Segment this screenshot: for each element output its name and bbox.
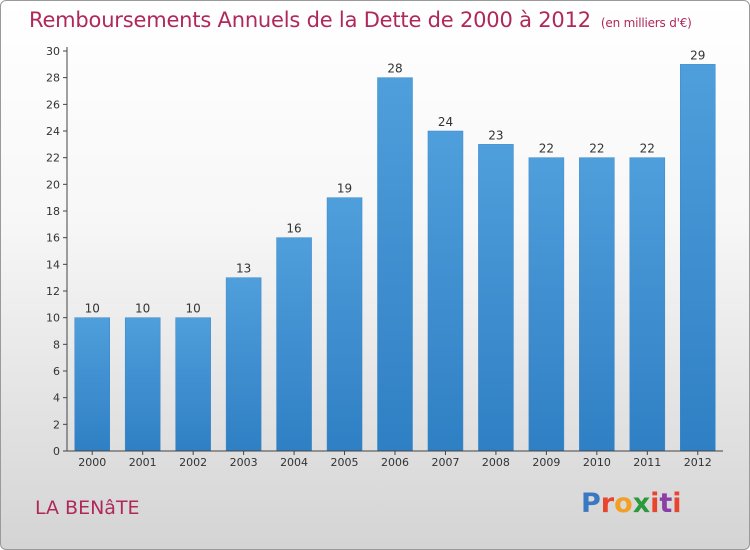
logo-letter: o <box>614 488 633 519</box>
x-tick-label: 2003 <box>230 456 258 469</box>
x-tick-label: 2001 <box>129 456 157 469</box>
proxiti-logo: Proxiti <box>581 488 682 519</box>
x-tick-label: 2011 <box>633 456 661 469</box>
logo-letter: t <box>659 488 673 519</box>
x-tick-label: 2012 <box>684 456 712 469</box>
y-tick-label: 18 <box>46 205 60 218</box>
x-tick-label: 2000 <box>78 456 106 469</box>
y-tick-label: 6 <box>53 365 60 378</box>
y-tick-label: 16 <box>46 232 60 245</box>
y-tick-label: 26 <box>46 98 60 111</box>
x-tick-label: 2004 <box>280 456 308 469</box>
data-label: 23 <box>488 128 503 142</box>
data-label: 24 <box>438 115 453 129</box>
bar <box>579 157 615 452</box>
x-tick-label: 2009 <box>532 456 560 469</box>
bar <box>74 317 110 452</box>
bar <box>377 77 413 452</box>
y-tick-label: 20 <box>46 178 60 191</box>
x-tick-label: 2008 <box>482 456 510 469</box>
data-label: 19 <box>337 182 352 196</box>
data-label: 28 <box>387 62 402 76</box>
y-tick-label: 12 <box>46 285 60 298</box>
data-label: 10 <box>135 302 150 316</box>
bar <box>124 317 161 452</box>
bar <box>225 277 262 452</box>
data-label: 13 <box>236 262 251 276</box>
data-label: 16 <box>286 222 301 236</box>
y-tick-label: 24 <box>46 125 60 138</box>
y-tick-label: 2 <box>53 418 60 431</box>
bar <box>276 237 312 452</box>
logo-letter: i <box>672 488 682 519</box>
x-tick-label: 2007 <box>431 456 459 469</box>
logo-letter: i <box>650 488 660 519</box>
data-label: 22 <box>589 142 604 156</box>
chart-title: Remboursements Annuels de la Dette de 20… <box>29 8 692 32</box>
y-tick-label: 30 <box>46 45 60 58</box>
x-tick-label: 2010 <box>583 456 611 469</box>
y-tick-label: 22 <box>46 152 60 165</box>
y-tick-label: 28 <box>46 72 60 85</box>
y-tick-label: 0 <box>53 445 60 458</box>
x-tick-label: 2006 <box>381 456 409 469</box>
y-tick-label: 10 <box>46 312 60 325</box>
unit-label: (en milliers d'€) <box>600 16 692 30</box>
data-label: 22 <box>640 142 655 156</box>
bar <box>427 130 464 452</box>
logo-letter: x <box>632 488 651 519</box>
bar <box>478 144 514 452</box>
y-tick-label: 14 <box>46 258 60 271</box>
x-tick-label: 2002 <box>179 456 207 469</box>
y-tick-label: 4 <box>53 392 60 405</box>
data-label: 10 <box>85 302 100 316</box>
bar <box>680 64 716 452</box>
logo-letter: r <box>600 488 615 519</box>
title-text: Remboursements Annuels de la Dette de 20… <box>29 8 591 32</box>
bar <box>326 197 363 452</box>
bar <box>175 317 211 452</box>
commune-name: LA BENâTE <box>35 497 140 519</box>
bar <box>528 157 565 452</box>
data-label: 10 <box>186 302 201 316</box>
y-tick-label: 8 <box>53 338 60 351</box>
data-label: 29 <box>690 48 705 62</box>
logo-letter: P <box>581 488 601 519</box>
bar <box>629 157 666 452</box>
data-label: 22 <box>539 142 554 156</box>
x-tick-label: 2005 <box>331 456 359 469</box>
